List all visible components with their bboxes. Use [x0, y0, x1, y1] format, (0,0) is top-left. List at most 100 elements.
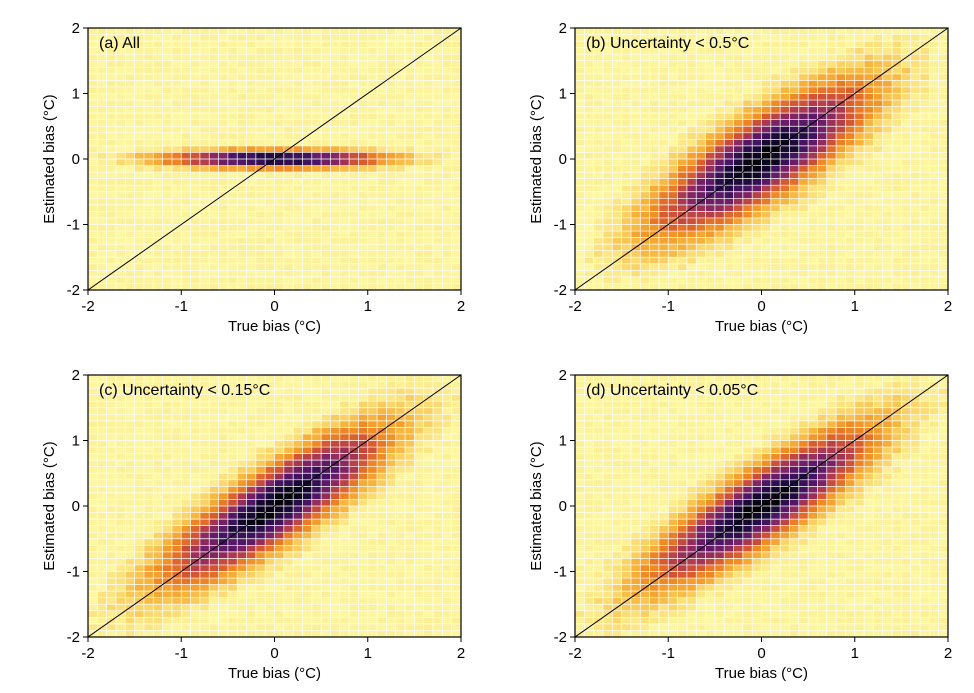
heatmap-cell: [377, 447, 387, 454]
heatmap-cell: [798, 145, 809, 153]
heatmap-cell: [621, 237, 631, 245]
heatmap-cell: [367, 558, 378, 565]
heatmap-cell: [106, 47, 116, 55]
heatmap-cell: [209, 270, 219, 277]
heatmap-cell: [910, 178, 921, 186]
heatmap-cell: [227, 86, 238, 94]
heatmap-cell: [873, 34, 883, 42]
heatmap-cell: [237, 414, 247, 421]
heatmap-cell: [414, 623, 424, 631]
heatmap-cell: [218, 80, 228, 87]
heatmap-cell: [451, 519, 461, 526]
heatmap-cell: [873, 224, 883, 232]
heatmap-cell: [237, 100, 247, 107]
heatmap-cell: [181, 440, 191, 448]
heatmap-cell: [358, 551, 368, 559]
heatmap-cell: [414, 165, 424, 173]
heatmap-cell: [274, 67, 284, 74]
heatmap-cell: [97, 466, 107, 474]
heatmap-cell: [826, 34, 837, 42]
heatmap-cell: [199, 499, 210, 506]
heatmap-cell: [423, 217, 434, 225]
heatmap-cell: [423, 610, 434, 618]
heatmap-cell: [237, 473, 247, 480]
heatmap-cell: [612, 172, 622, 179]
heatmap-cell: [658, 191, 669, 199]
heatmap-cell: [367, 453, 378, 461]
heatmap-cell: [255, 381, 266, 389]
heatmap-cell: [246, 538, 256, 546]
heatmap-cell: [770, 67, 781, 74]
y-tick-label: -2: [67, 282, 80, 299]
heatmap-cell: [845, 100, 855, 107]
heatmap-cell: [929, 198, 939, 205]
heatmap-cell: [770, 172, 781, 179]
heatmap-cell: [938, 257, 948, 264]
heatmap-cell: [321, 191, 331, 199]
heatmap-cell: [367, 28, 378, 35]
heatmap-cell: [358, 492, 368, 500]
heatmap-cell: [349, 519, 359, 526]
heatmap-cell: [705, 198, 715, 205]
heatmap-cell: [293, 532, 303, 539]
heatmap-cell: [575, 165, 585, 173]
heatmap-cell: [658, 47, 669, 55]
heatmap-cell: [649, 47, 659, 55]
heatmap-cell: [134, 106, 144, 114]
heatmap-cell: [330, 584, 340, 592]
heatmap-cell: [696, 204, 706, 212]
heatmap-cell: [733, 100, 743, 107]
heatmap-cell: [640, 185, 650, 192]
heatmap-cell: [311, 630, 322, 637]
heatmap-cell: [265, 604, 275, 611]
heatmap-cell: [153, 244, 163, 251]
heatmap-cell: [433, 479, 443, 487]
heatmap-cell: [724, 211, 734, 218]
heatmap-cell: [584, 217, 594, 225]
heatmap-cell: [367, 388, 378, 395]
heatmap-cell: [227, 145, 238, 153]
heatmap-cell: [686, 132, 697, 140]
heatmap-cell: [451, 525, 461, 533]
heatmap-cell: [808, 139, 818, 146]
heatmap-cell: [88, 407, 98, 415]
heatmap-cell: [227, 132, 238, 140]
heatmap-cell: [621, 100, 631, 107]
heatmap-cell: [640, 54, 650, 61]
heatmap-cell: [227, 597, 238, 605]
heatmap-cell: [770, 191, 781, 199]
heatmap-cell: [255, 113, 266, 120]
heatmap-cell: [367, 41, 378, 48]
heatmap-cell: [143, 564, 154, 572]
heatmap-cell: [181, 427, 191, 434]
heatmap-cell: [339, 54, 350, 61]
heatmap-cell: [349, 578, 359, 585]
heatmap-cell: [714, 132, 725, 140]
heatmap-cell: [237, 427, 247, 434]
heatmap-cell: [377, 532, 387, 539]
heatmap-cell: [882, 80, 893, 87]
heatmap-cell: [171, 460, 182, 467]
heatmap-cell: [414, 73, 424, 81]
heatmap-cell: [621, 28, 631, 35]
heatmap-cell: [575, 204, 585, 212]
heatmap-cell: [311, 263, 322, 271]
heatmap-cell: [88, 525, 98, 533]
heatmap-cell: [209, 473, 219, 480]
heatmap-cell: [612, 276, 622, 284]
heatmap-cell: [162, 28, 172, 35]
heatmap-cell: [125, 492, 135, 500]
heatmap-cell: [106, 473, 116, 480]
heatmap-cell: [395, 250, 406, 258]
heatmap-cell: [386, 512, 396, 520]
heatmap-cell: [575, 86, 585, 94]
heatmap-cell: [602, 185, 613, 192]
heatmap-cell: [386, 60, 396, 68]
heatmap-cell: [377, 47, 387, 55]
heatmap-cell: [125, 381, 135, 389]
heatmap-cell: [668, 132, 678, 140]
heatmap-cell: [414, 106, 424, 114]
heatmap-cell: [892, 152, 902, 159]
heatmap-cell: [199, 80, 210, 87]
